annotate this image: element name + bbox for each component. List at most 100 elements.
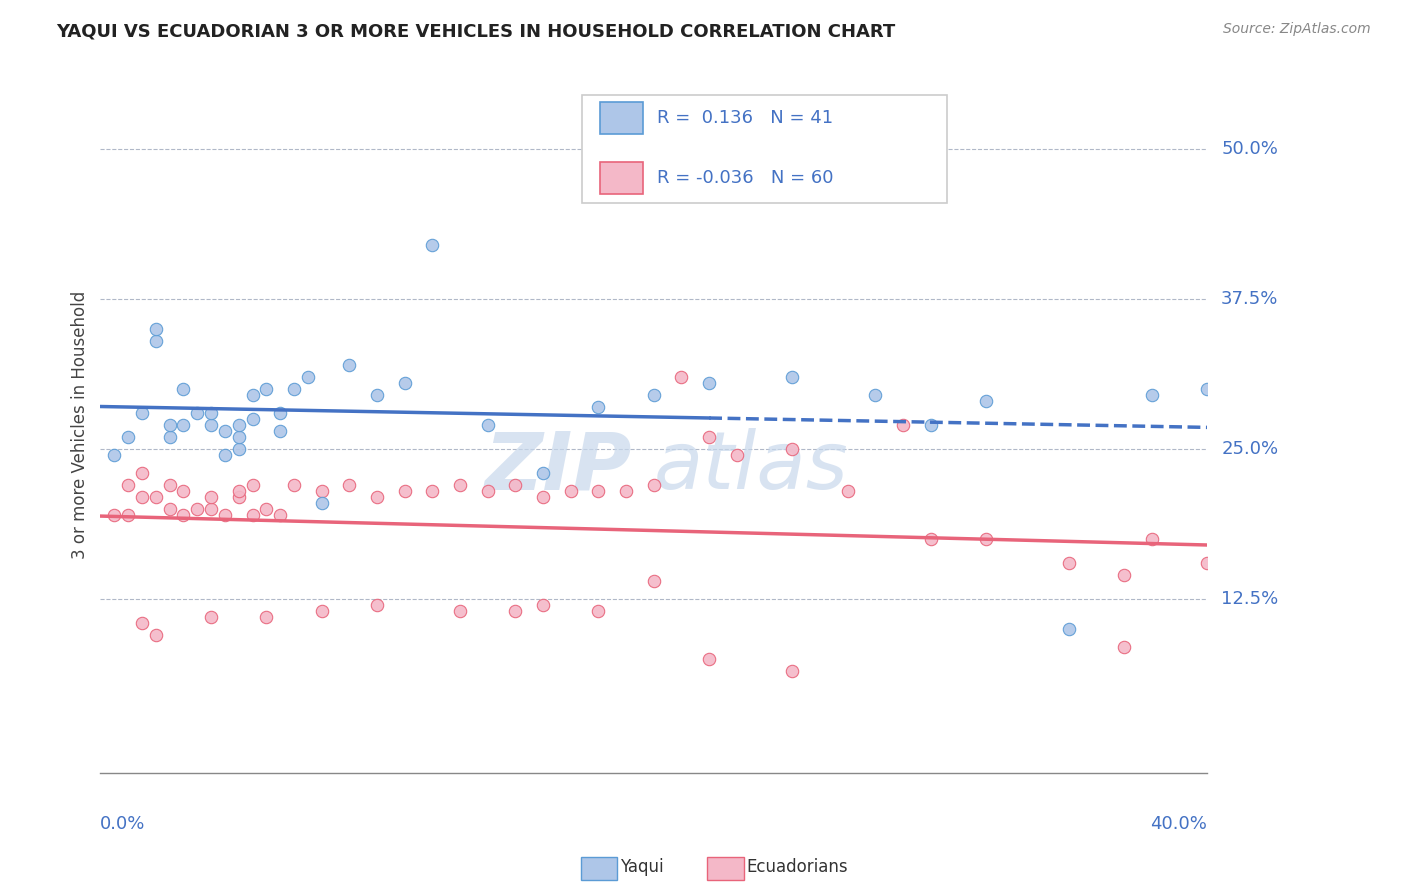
Point: [643, 388, 665, 402]
Point: [531, 599, 554, 613]
Text: YAQUI VS ECUADORIAN 3 OR MORE VEHICLES IN HOUSEHOLD CORRELATION CHART: YAQUI VS ECUADORIAN 3 OR MORE VEHICLES I…: [56, 22, 896, 40]
Point: [366, 599, 388, 613]
Point: [254, 382, 277, 396]
Point: [103, 508, 125, 523]
Point: [1114, 568, 1136, 582]
Point: [366, 490, 388, 504]
Point: [837, 484, 859, 499]
Text: 37.5%: 37.5%: [1222, 291, 1278, 309]
Point: [1114, 640, 1136, 655]
Point: [200, 502, 222, 516]
FancyBboxPatch shape: [599, 161, 643, 194]
Point: [131, 467, 153, 481]
Point: [214, 425, 236, 439]
Text: Yaqui: Yaqui: [620, 858, 664, 876]
Point: [339, 478, 361, 492]
Point: [863, 388, 886, 402]
Point: [477, 418, 499, 433]
Point: [145, 628, 167, 642]
Point: [422, 238, 444, 252]
Point: [131, 406, 153, 420]
Point: [283, 478, 305, 492]
Point: [614, 484, 637, 499]
Point: [366, 388, 388, 402]
Point: [242, 412, 264, 426]
Point: [131, 616, 153, 631]
Point: [186, 502, 208, 516]
Point: [172, 382, 194, 396]
Point: [531, 490, 554, 504]
Point: [311, 484, 333, 499]
Point: [891, 418, 914, 433]
Point: [449, 604, 471, 618]
Y-axis label: 3 or more Vehicles in Household: 3 or more Vehicles in Household: [72, 291, 89, 559]
Point: [242, 508, 264, 523]
Point: [200, 406, 222, 420]
Point: [1057, 556, 1080, 570]
Text: atlas: atlas: [654, 428, 849, 506]
Point: [780, 370, 803, 384]
Text: 40.0%: 40.0%: [1150, 815, 1208, 833]
FancyBboxPatch shape: [599, 103, 643, 135]
Point: [697, 376, 720, 391]
Text: Ecuadorians: Ecuadorians: [747, 858, 848, 876]
Point: [228, 430, 250, 444]
Point: [242, 388, 264, 402]
Text: R =  0.136   N = 41: R = 0.136 N = 41: [657, 110, 834, 128]
Point: [920, 418, 942, 433]
Point: [145, 490, 167, 504]
Point: [159, 418, 181, 433]
Point: [254, 502, 277, 516]
Point: [117, 508, 139, 523]
Text: ZIP: ZIP: [484, 428, 631, 506]
Point: [200, 418, 222, 433]
Point: [186, 406, 208, 420]
Point: [214, 448, 236, 462]
Point: [311, 496, 333, 510]
Point: [283, 382, 305, 396]
Text: 12.5%: 12.5%: [1222, 591, 1278, 608]
Point: [228, 490, 250, 504]
FancyBboxPatch shape: [582, 95, 948, 202]
Point: [974, 533, 997, 547]
Text: 50.0%: 50.0%: [1222, 140, 1278, 159]
Point: [311, 604, 333, 618]
Point: [560, 484, 582, 499]
Point: [1140, 533, 1163, 547]
Point: [422, 484, 444, 499]
Point: [269, 406, 291, 420]
Point: [780, 442, 803, 457]
Point: [394, 484, 416, 499]
Point: [505, 604, 527, 618]
Point: [697, 430, 720, 444]
Point: [297, 370, 319, 384]
Point: [588, 401, 610, 415]
Point: [449, 478, 471, 492]
Point: [1140, 388, 1163, 402]
Text: R = -0.036   N = 60: R = -0.036 N = 60: [657, 169, 834, 186]
Point: [725, 448, 748, 462]
Point: [145, 334, 167, 349]
Text: 0.0%: 0.0%: [100, 815, 146, 833]
Point: [254, 610, 277, 624]
Point: [172, 418, 194, 433]
Point: [505, 478, 527, 492]
Point: [200, 610, 222, 624]
Point: [172, 484, 194, 499]
Point: [159, 478, 181, 492]
Point: [643, 478, 665, 492]
Point: [172, 508, 194, 523]
Point: [145, 322, 167, 336]
Point: [214, 508, 236, 523]
Text: Source: ZipAtlas.com: Source: ZipAtlas.com: [1223, 22, 1371, 37]
Point: [697, 652, 720, 666]
Point: [588, 484, 610, 499]
Point: [643, 574, 665, 589]
Point: [588, 604, 610, 618]
Point: [131, 490, 153, 504]
Point: [228, 484, 250, 499]
Text: 25.0%: 25.0%: [1222, 441, 1278, 458]
Point: [477, 484, 499, 499]
Point: [780, 664, 803, 678]
Point: [242, 478, 264, 492]
